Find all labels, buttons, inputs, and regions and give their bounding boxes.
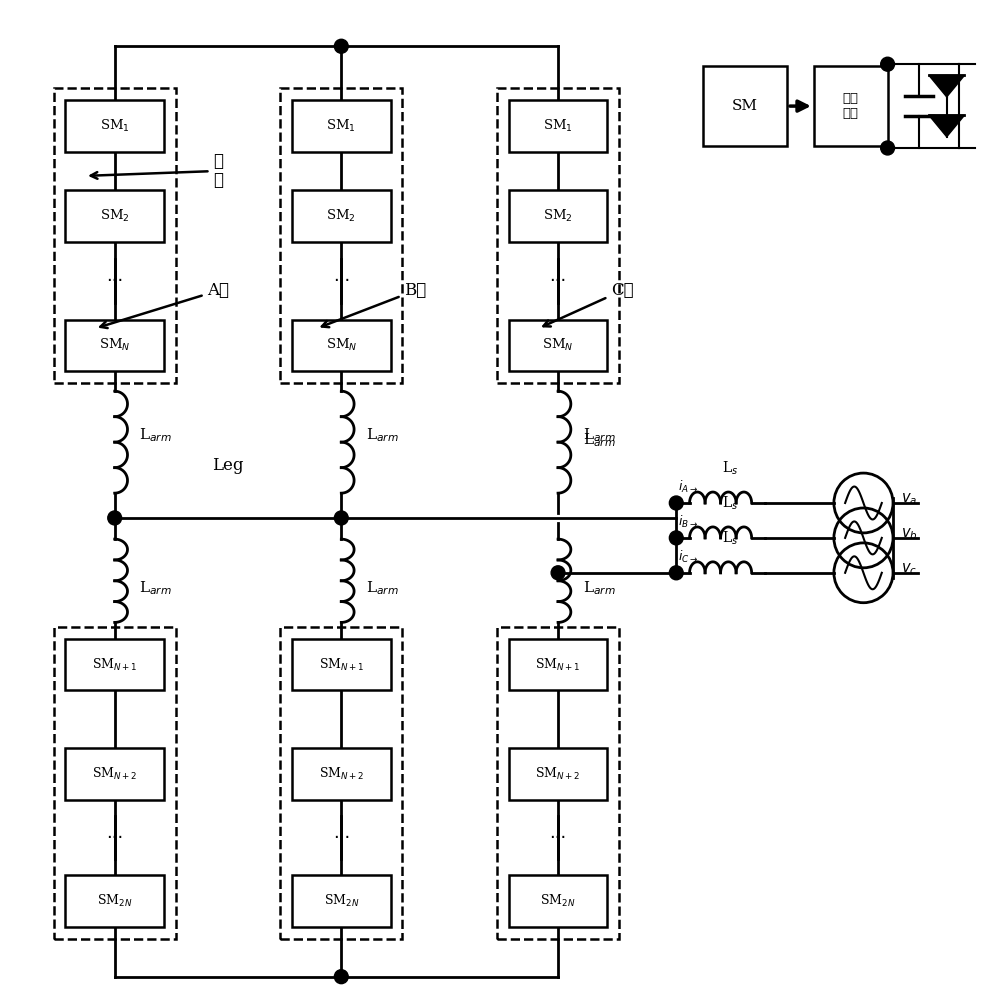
Text: $i_{B\rightarrow}$: $i_{B\rightarrow}$ bbox=[678, 514, 699, 530]
Text: SM$_{N+2}$: SM$_{N+2}$ bbox=[318, 766, 364, 782]
Text: L$_{arm}$: L$_{arm}$ bbox=[366, 426, 399, 444]
Circle shape bbox=[334, 511, 348, 525]
Text: $v_a$: $v_a$ bbox=[901, 491, 917, 507]
Text: SM$_2$: SM$_2$ bbox=[100, 208, 129, 224]
Text: ···: ··· bbox=[333, 272, 350, 290]
FancyBboxPatch shape bbox=[292, 639, 390, 690]
FancyBboxPatch shape bbox=[65, 875, 164, 927]
FancyBboxPatch shape bbox=[292, 190, 390, 242]
Text: $i_{A\rightarrow}$: $i_{A\rightarrow}$ bbox=[678, 479, 699, 495]
FancyBboxPatch shape bbox=[292, 320, 390, 371]
Text: SM$_1$: SM$_1$ bbox=[326, 118, 356, 134]
Text: SM$_N$: SM$_N$ bbox=[542, 337, 574, 353]
Text: B相: B相 bbox=[322, 282, 426, 327]
FancyBboxPatch shape bbox=[292, 748, 390, 800]
Text: 桥
臂: 桥 臂 bbox=[91, 153, 223, 189]
Text: SM$_2$: SM$_2$ bbox=[326, 208, 356, 224]
FancyBboxPatch shape bbox=[509, 875, 608, 927]
Text: L$_{arm}$: L$_{arm}$ bbox=[366, 579, 399, 597]
FancyBboxPatch shape bbox=[509, 748, 608, 800]
Text: SM$_{N+1}$: SM$_{N+1}$ bbox=[92, 656, 137, 673]
Text: ···: ··· bbox=[549, 829, 567, 847]
FancyBboxPatch shape bbox=[509, 190, 608, 242]
Polygon shape bbox=[929, 75, 964, 97]
Circle shape bbox=[669, 531, 683, 545]
FancyBboxPatch shape bbox=[703, 66, 787, 146]
Text: SM$_2$: SM$_2$ bbox=[543, 208, 573, 224]
Text: SM$_{N+2}$: SM$_{N+2}$ bbox=[92, 766, 137, 782]
Circle shape bbox=[880, 57, 894, 71]
Circle shape bbox=[108, 511, 122, 525]
Circle shape bbox=[551, 566, 565, 580]
Text: SM$_{N+2}$: SM$_{N+2}$ bbox=[535, 766, 581, 782]
FancyBboxPatch shape bbox=[509, 639, 608, 690]
Text: ···: ··· bbox=[549, 272, 567, 290]
Text: L$_{arm}$: L$_{arm}$ bbox=[139, 426, 172, 444]
Text: SM$_{N+1}$: SM$_{N+1}$ bbox=[535, 656, 581, 673]
FancyBboxPatch shape bbox=[292, 875, 390, 927]
Text: L$_{arm}$: L$_{arm}$ bbox=[583, 579, 616, 597]
Text: L$_{arm}$: L$_{arm}$ bbox=[583, 426, 616, 444]
Text: 直流
电源: 直流 电源 bbox=[843, 92, 859, 120]
FancyBboxPatch shape bbox=[509, 320, 608, 371]
Text: L$_{arm}$: L$_{arm}$ bbox=[583, 431, 616, 449]
Text: SM$_N$: SM$_N$ bbox=[326, 337, 357, 353]
Circle shape bbox=[669, 496, 683, 510]
FancyBboxPatch shape bbox=[509, 100, 608, 152]
Text: L$_{arm}$: L$_{arm}$ bbox=[139, 579, 172, 597]
Text: $v_c$: $v_c$ bbox=[901, 561, 917, 577]
Text: SM$_{N+1}$: SM$_{N+1}$ bbox=[318, 656, 364, 673]
FancyBboxPatch shape bbox=[65, 190, 164, 242]
Text: SM$_{2N}$: SM$_{2N}$ bbox=[97, 893, 132, 909]
Text: A相: A相 bbox=[101, 282, 229, 328]
Text: C相: C相 bbox=[543, 282, 633, 326]
Text: $i_{C\rightarrow}$: $i_{C\rightarrow}$ bbox=[678, 549, 699, 565]
Text: Leg: Leg bbox=[212, 457, 244, 474]
Text: ···: ··· bbox=[106, 829, 124, 847]
Circle shape bbox=[334, 39, 348, 53]
FancyBboxPatch shape bbox=[65, 748, 164, 800]
FancyBboxPatch shape bbox=[65, 320, 164, 371]
Text: ···: ··· bbox=[106, 272, 124, 290]
Text: L$_s$: L$_s$ bbox=[722, 529, 739, 547]
Text: L$_s$: L$_s$ bbox=[722, 495, 739, 512]
Text: L$_s$: L$_s$ bbox=[722, 460, 739, 477]
Text: SM$_{2N}$: SM$_{2N}$ bbox=[324, 893, 359, 909]
FancyBboxPatch shape bbox=[292, 100, 390, 152]
FancyBboxPatch shape bbox=[65, 639, 164, 690]
Circle shape bbox=[880, 141, 894, 155]
FancyBboxPatch shape bbox=[814, 66, 887, 146]
Text: SM: SM bbox=[732, 99, 758, 113]
Polygon shape bbox=[929, 115, 964, 137]
Circle shape bbox=[669, 566, 683, 580]
Text: ···: ··· bbox=[333, 829, 350, 847]
Text: SM$_1$: SM$_1$ bbox=[543, 118, 573, 134]
Circle shape bbox=[334, 970, 348, 984]
FancyBboxPatch shape bbox=[65, 100, 164, 152]
Text: $v_b$: $v_b$ bbox=[901, 526, 918, 542]
Text: SM$_1$: SM$_1$ bbox=[100, 118, 129, 134]
Text: SM$_{2N}$: SM$_{2N}$ bbox=[540, 893, 576, 909]
Text: SM$_N$: SM$_N$ bbox=[99, 337, 130, 353]
